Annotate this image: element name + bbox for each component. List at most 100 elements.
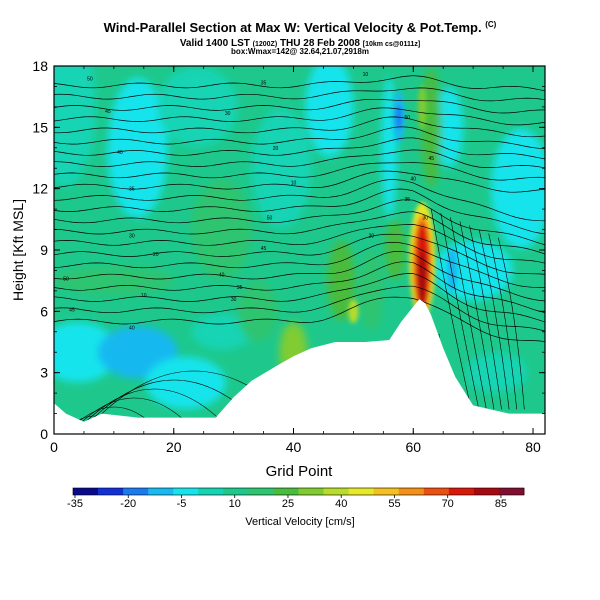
title-mark: (C) [485, 20, 497, 29]
y-tick-label: 9 [40, 242, 48, 258]
theta-contour [54, 126, 545, 149]
y-axis-label: Height [Kft MSL] [10, 199, 26, 301]
y-tick-label: 15 [32, 119, 48, 135]
theta-contour-label: 40 [410, 176, 416, 182]
colorbar-swatch [173, 488, 199, 495]
theta-contour-label: 30 [225, 111, 231, 117]
theta-contour [54, 149, 545, 169]
colorbar-swatch [223, 488, 249, 495]
theta-contour-label: 35 [129, 187, 135, 193]
theta-contour [54, 170, 545, 193]
theta-contour [469, 225, 502, 410]
x-tick-label: 60 [405, 439, 421, 455]
theta-contour [54, 261, 545, 313]
theta-contour-label: 45 [105, 109, 111, 115]
colorbar-swatch [423, 488, 450, 495]
theta-contour-label: 50 [63, 277, 69, 283]
colorbar-swatch [73, 488, 99, 495]
colorbar-swatch [348, 488, 375, 495]
theta-contour [54, 273, 545, 323]
axes: 0 20 40 60 80 0 3 6 9 12 15 18 [32, 58, 545, 455]
theta-contour [459, 221, 495, 410]
colorbar-swatch [123, 488, 149, 495]
theta-contour-label: 30 [231, 297, 237, 303]
colorbar-swatch [298, 488, 324, 495]
theta-contour [54, 107, 545, 126]
colorbar-tick-label: -35 [67, 498, 83, 510]
y-tick-label: 0 [40, 426, 48, 442]
chart-title: Wind-Parallel Section at Max W: Vertical… [103, 20, 497, 35]
colorbar-tick-label: 70 [442, 498, 454, 510]
theta-contour [498, 237, 525, 410]
colorbar: -35 -20 -5 10 25 40 55 70 85 [67, 487, 525, 510]
theta-contour-label: 30 [129, 234, 135, 240]
theta-contour [73, 388, 235, 434]
colorbar-tick-label: -20 [120, 498, 136, 510]
theta-contour [54, 241, 545, 288]
theta-contour [54, 87, 545, 102]
theta-contour [54, 233, 545, 275]
theta-contour-label: 20 [153, 252, 159, 258]
theta-contour-label: 35 [261, 80, 267, 86]
theta-contour-label: 10 [141, 293, 147, 299]
theta-contour [54, 296, 545, 342]
theta-contour [450, 217, 487, 410]
colorbar-swatch [323, 488, 350, 495]
y-tick-label: 12 [32, 181, 48, 197]
colorbar-swatch [373, 488, 400, 495]
theta-contour [54, 75, 545, 92]
colorbar-frame [72, 487, 525, 496]
colorbar-tick-label: 85 [495, 498, 507, 510]
terrain-surface [54, 299, 545, 434]
colorbar-tick-label: 40 [335, 498, 347, 510]
theta-contour-label: 35 [237, 285, 243, 291]
x-tick-label: 0 [50, 439, 58, 455]
theta-contour [54, 199, 545, 246]
theta-contour [488, 233, 518, 410]
theta-contour [478, 229, 510, 410]
chart-subtitle-2: box:Wmax=142@ 32.64,21.07,2918m [231, 47, 369, 56]
theta-contour [54, 98, 545, 114]
theta-contour [54, 137, 545, 160]
x-axis-label: Grid Point [266, 463, 334, 480]
theta-contour-label: 50 [404, 115, 410, 121]
theta-contour [54, 116, 545, 138]
theta-contour-label: 40 [129, 326, 135, 332]
y-tick-label: 3 [40, 365, 48, 381]
theta-contour [54, 162, 545, 181]
colorbar-swatch [198, 488, 224, 495]
chart-subtitle: Valid 1400 LST (1200Z) THU 28 Feb 2008 [… [179, 38, 421, 49]
theta-contour-label: 20 [273, 146, 279, 152]
colorbar-tick-label: 25 [282, 498, 294, 510]
y-tick-label: 6 [40, 303, 48, 319]
colorbar-swatch [473, 488, 500, 495]
theta-contour-label: 40 [117, 150, 123, 156]
y-tick-label: 18 [32, 58, 48, 74]
theta-contour [54, 224, 545, 264]
terrain [54, 299, 545, 434]
theta-contour-label: 45 [261, 246, 267, 252]
theta-contour [430, 209, 472, 410]
theta-contour-label: 45 [69, 307, 75, 313]
colorbar-swatch [148, 488, 174, 495]
theta-contour-label: 30 [422, 215, 428, 221]
colorbar-swatch [398, 488, 425, 495]
theta-contour [440, 213, 480, 410]
theta-contour-label: 10 [363, 72, 369, 78]
theta-contour [54, 285, 545, 332]
x-tick-label: 80 [525, 439, 541, 455]
colorbar-tick-label: -5 [177, 498, 187, 510]
colorbar-label: Vertical Velocity [cm/s] [245, 516, 355, 528]
colorbar-swatch [498, 488, 525, 495]
theta-contour [54, 251, 545, 302]
theta-contour-label: 45 [428, 156, 434, 162]
x-tick-label: 40 [286, 439, 302, 455]
colorbar-swatch [98, 488, 124, 495]
x-tick-label: 20 [166, 439, 182, 455]
theta-contour [54, 188, 545, 235]
theta-contour [54, 179, 545, 222]
theta-contour-label: 10 [291, 181, 297, 187]
theta-contour-label: 35 [404, 197, 410, 203]
colorbar-tick-label: 55 [388, 498, 400, 510]
